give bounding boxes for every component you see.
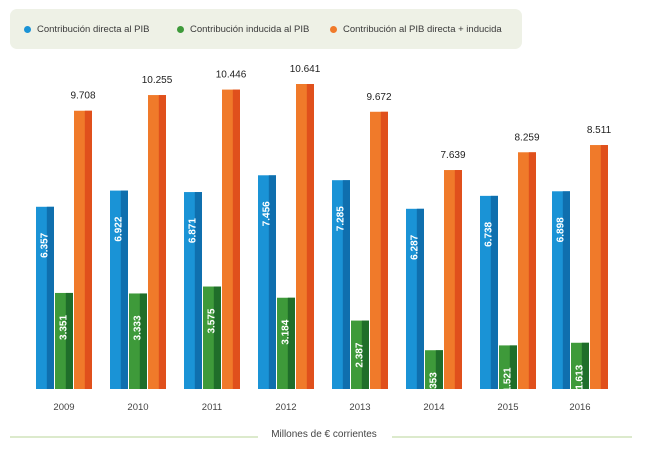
bar-shade-1-2013 bbox=[342, 180, 350, 389]
data-label: 6.922 bbox=[114, 216, 125, 241]
bar-shade-1-2011 bbox=[194, 192, 202, 389]
legend-label: Contribución al PIB directa + inducida bbox=[343, 23, 502, 35]
bar-shade-1-2015 bbox=[490, 195, 498, 389]
data-label: 7.639 bbox=[440, 150, 465, 161]
data-label: 9.672 bbox=[366, 92, 391, 103]
x-axis-title: Millones de € corrientes bbox=[271, 429, 377, 440]
x-tick-label: 2011 bbox=[202, 402, 222, 413]
data-label: 9.708 bbox=[70, 91, 95, 102]
legend-swatch bbox=[330, 25, 337, 33]
data-label: 6.287 bbox=[410, 234, 421, 259]
x-tick-label: 2009 bbox=[53, 402, 74, 413]
data-label: 6.357 bbox=[40, 232, 51, 257]
bar-shade-2-2009 bbox=[65, 292, 73, 389]
data-label: 6.738 bbox=[484, 221, 495, 246]
x-tick-label: 2014 bbox=[423, 402, 444, 413]
data-label: 6.871 bbox=[188, 218, 199, 243]
legend-swatch bbox=[177, 25, 184, 33]
bar-shade-2-2013 bbox=[361, 320, 369, 389]
bar-shade-2-2014 bbox=[435, 350, 443, 389]
data-label: 1.521 bbox=[503, 367, 514, 392]
bar-shade-1-2012 bbox=[268, 175, 276, 389]
bar-shade-1-2010 bbox=[120, 190, 128, 389]
bar-shade-2-2012 bbox=[287, 297, 295, 389]
chart-legend: Contribución directa al PIB Contribución … bbox=[10, 9, 522, 49]
data-label: 7.285 bbox=[336, 206, 347, 231]
bar-shade-2-2016 bbox=[581, 342, 589, 389]
legend-item-2: Contribución inducida al PIB bbox=[177, 9, 309, 49]
legend-label: Contribución inducida al PIB bbox=[190, 23, 310, 35]
x-tick-label: 2015 bbox=[497, 402, 518, 413]
bar-shade-2-2015 bbox=[509, 345, 517, 389]
bar-shade-3-2009 bbox=[84, 110, 92, 390]
x-tick-label: 2012 bbox=[275, 402, 296, 413]
bar-shade-3-2014 bbox=[454, 170, 462, 389]
data-label: 10.446 bbox=[216, 70, 247, 81]
data-label: 6.898 bbox=[556, 217, 567, 242]
bar-shade-2-2010 bbox=[139, 293, 147, 389]
data-label: 8.259 bbox=[514, 132, 539, 143]
x-tick-label: 2013 bbox=[349, 402, 370, 413]
x-tick-label: 2010 bbox=[127, 402, 148, 413]
bar-shade-1-2009 bbox=[46, 206, 54, 389]
data-label: 3.351 bbox=[59, 315, 70, 340]
legend-item-3: Contribución al PIB directa + inducida bbox=[330, 9, 502, 49]
bar-shade-3-2016 bbox=[600, 145, 608, 389]
data-label: 10.641 bbox=[290, 64, 321, 75]
legend-label: Contribución directa al PIB bbox=[37, 23, 150, 35]
data-label: 8.511 bbox=[587, 125, 612, 136]
bar-shade-2-2011 bbox=[213, 286, 221, 389]
data-label: 1.613 bbox=[575, 364, 586, 389]
legend-item-1: Contribución directa al PIB bbox=[24, 9, 149, 49]
bar-shade-3-2013 bbox=[380, 111, 388, 390]
bar-shade-3-2015 bbox=[528, 152, 536, 389]
bar-shade-3-2010 bbox=[158, 95, 166, 389]
bar-shade-3-2011 bbox=[232, 89, 240, 389]
bar-shade-1-2014 bbox=[416, 208, 424, 389]
data-label: 1.353 bbox=[429, 372, 440, 397]
data-label: 10.255 bbox=[142, 75, 173, 86]
data-label: 3.184 bbox=[281, 319, 292, 344]
data-label: 3.575 bbox=[207, 308, 218, 333]
x-tick-label: 2016 bbox=[569, 402, 590, 413]
data-label: 3.333 bbox=[133, 315, 144, 340]
legend-swatch bbox=[24, 25, 31, 33]
bar-shade-1-2016 bbox=[562, 191, 570, 389]
data-label: 2.387 bbox=[355, 342, 366, 367]
data-label: 7.456 bbox=[262, 201, 273, 226]
bar-shade-3-2012 bbox=[306, 84, 314, 389]
